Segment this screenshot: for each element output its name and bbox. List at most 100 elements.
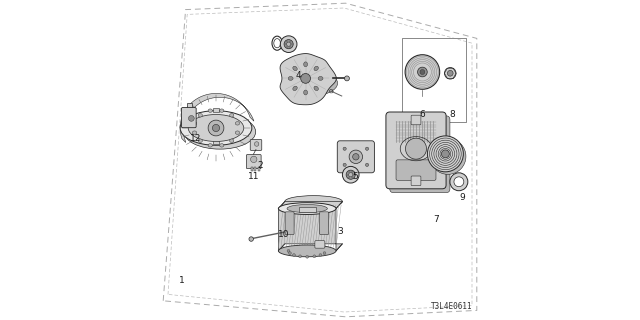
Text: 9: 9 [460, 193, 465, 202]
FancyBboxPatch shape [285, 212, 294, 235]
Ellipse shape [278, 203, 336, 214]
Text: 3: 3 [338, 227, 343, 236]
Circle shape [254, 142, 259, 146]
Circle shape [349, 177, 350, 178]
Circle shape [405, 55, 440, 89]
Circle shape [351, 177, 353, 178]
Circle shape [406, 138, 426, 159]
Text: 11: 11 [248, 172, 259, 181]
Text: 12: 12 [191, 134, 202, 143]
Circle shape [301, 74, 310, 83]
Circle shape [287, 250, 290, 252]
FancyBboxPatch shape [187, 103, 192, 110]
Ellipse shape [287, 204, 328, 212]
Circle shape [344, 76, 349, 81]
Circle shape [349, 150, 363, 164]
Circle shape [289, 252, 291, 255]
Circle shape [442, 150, 449, 158]
Circle shape [284, 40, 293, 49]
Circle shape [212, 124, 220, 132]
Ellipse shape [314, 66, 318, 71]
Circle shape [428, 136, 463, 172]
Ellipse shape [230, 139, 234, 142]
Text: 8: 8 [450, 110, 455, 119]
Circle shape [208, 120, 224, 136]
Circle shape [287, 41, 288, 42]
Ellipse shape [314, 86, 318, 91]
Circle shape [454, 177, 464, 187]
Ellipse shape [236, 122, 239, 125]
Circle shape [189, 116, 195, 121]
Text: 1: 1 [179, 276, 185, 285]
Ellipse shape [285, 196, 342, 207]
Bar [254, 167, 256, 171]
Bar [251, 167, 253, 171]
Circle shape [289, 46, 291, 47]
Circle shape [285, 44, 286, 45]
Circle shape [353, 154, 359, 160]
Circle shape [299, 255, 301, 258]
Ellipse shape [198, 139, 202, 142]
Circle shape [349, 173, 353, 177]
Ellipse shape [278, 245, 336, 257]
Circle shape [347, 174, 348, 175]
FancyBboxPatch shape [182, 108, 196, 128]
Ellipse shape [304, 90, 308, 95]
Circle shape [343, 163, 346, 166]
Ellipse shape [208, 109, 212, 112]
Bar [258, 167, 260, 171]
Circle shape [365, 147, 369, 150]
Ellipse shape [188, 115, 244, 141]
Text: 5: 5 [352, 172, 358, 181]
Text: 2: 2 [258, 161, 263, 170]
FancyBboxPatch shape [298, 207, 316, 212]
Circle shape [249, 237, 253, 241]
Circle shape [430, 139, 466, 174]
Ellipse shape [304, 62, 308, 67]
FancyBboxPatch shape [411, 115, 421, 125]
Polygon shape [278, 202, 342, 251]
FancyBboxPatch shape [213, 108, 219, 112]
FancyBboxPatch shape [390, 116, 450, 193]
Circle shape [306, 255, 308, 258]
Ellipse shape [230, 114, 234, 117]
Ellipse shape [193, 131, 196, 134]
Circle shape [342, 166, 359, 183]
Text: 4: 4 [296, 71, 301, 80]
Text: T3L4E0611: T3L4E0611 [431, 302, 472, 311]
Ellipse shape [236, 131, 239, 134]
Ellipse shape [283, 70, 338, 96]
Circle shape [353, 174, 355, 175]
FancyBboxPatch shape [315, 241, 325, 248]
Ellipse shape [208, 144, 212, 147]
Circle shape [291, 44, 292, 45]
Polygon shape [280, 53, 337, 105]
Circle shape [313, 255, 316, 258]
Circle shape [280, 36, 297, 52]
Circle shape [287, 46, 288, 47]
Ellipse shape [318, 76, 323, 80]
FancyBboxPatch shape [320, 212, 329, 235]
Circle shape [287, 42, 291, 46]
Ellipse shape [220, 144, 224, 147]
Circle shape [323, 252, 326, 255]
FancyBboxPatch shape [386, 112, 446, 189]
Polygon shape [180, 93, 254, 142]
Ellipse shape [220, 109, 224, 112]
Text: 7: 7 [434, 215, 439, 224]
Circle shape [445, 68, 456, 79]
Ellipse shape [193, 122, 196, 125]
Ellipse shape [288, 76, 293, 80]
Circle shape [450, 173, 468, 191]
FancyBboxPatch shape [337, 141, 374, 173]
Circle shape [346, 170, 355, 179]
Circle shape [251, 156, 257, 163]
FancyBboxPatch shape [246, 155, 261, 169]
Ellipse shape [293, 66, 297, 71]
Circle shape [343, 147, 346, 150]
Circle shape [289, 41, 291, 42]
Ellipse shape [293, 86, 297, 91]
FancyBboxPatch shape [213, 140, 219, 144]
Ellipse shape [184, 115, 256, 149]
Text: 10: 10 [278, 230, 290, 239]
